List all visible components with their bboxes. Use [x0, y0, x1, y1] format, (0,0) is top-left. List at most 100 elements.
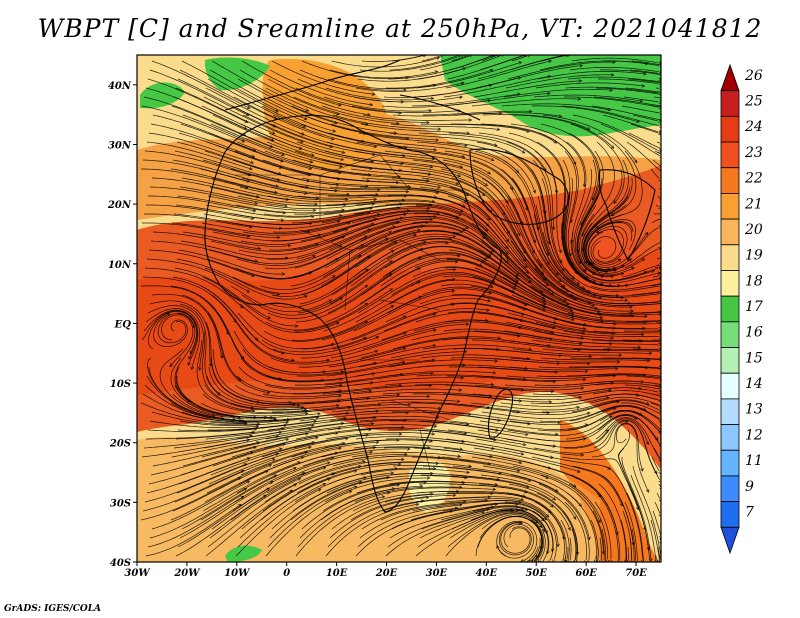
streamline-arrow [558, 249, 562, 254]
streamline [356, 229, 460, 260]
streamline [599, 69, 661, 75]
streamline [537, 71, 647, 80]
streamline [272, 336, 379, 355]
streamline [440, 168, 521, 236]
streamline [148, 195, 256, 212]
streamline [656, 492, 661, 499]
streamline-arrow [271, 458, 276, 462]
streamline-arrow [579, 63, 584, 68]
streamline-arrow [524, 432, 529, 437]
streamline [357, 507, 458, 548]
streamline-arrow [268, 464, 273, 468]
streamline-arrow [550, 389, 555, 394]
streamline [173, 96, 274, 142]
streamline [297, 260, 393, 314]
streamline [652, 159, 661, 167]
streamline [146, 141, 253, 170]
streamline [390, 230, 493, 255]
streamline-arrow [521, 312, 525, 316]
streamline [231, 220, 340, 229]
streamline-arrow [300, 405, 305, 410]
streamline-arrow [661, 91, 664, 94]
streamline [388, 55, 494, 80]
streamline [144, 150, 251, 176]
streamline-arrow [389, 260, 393, 264]
streamline-arrow [401, 457, 405, 462]
streamline [179, 420, 289, 426]
streamline-arrow [296, 404, 301, 408]
streamline [293, 203, 403, 215]
streamline [266, 141, 373, 170]
streamline-arrow [641, 258, 646, 262]
streamline [475, 204, 549, 286]
streamline-arrow [337, 426, 342, 431]
streamline [148, 132, 254, 164]
streamline [387, 429, 497, 441]
streamline-arrow [297, 477, 302, 481]
streamline [231, 105, 333, 148]
streamline [417, 509, 519, 548]
streamline [352, 388, 462, 395]
streamline [237, 78, 338, 124]
streamline [361, 177, 469, 196]
streamline-arrow [610, 145, 615, 149]
streamline-arrow [275, 452, 280, 456]
streamline-arrow [436, 212, 441, 216]
streamline [177, 195, 286, 214]
streamline [471, 456, 577, 488]
streamline [208, 249, 316, 265]
streamline [387, 288, 492, 314]
streamline-arrow [595, 229, 600, 234]
streamline [350, 494, 456, 521]
streamline [236, 245, 342, 266]
streamline-arrow [284, 204, 288, 208]
streamline [146, 457, 251, 494]
streamline-arrow [454, 506, 459, 510]
streamline [236, 141, 342, 174]
streamline [596, 374, 661, 378]
streamline-arrow [528, 347, 533, 352]
streamline-arrow [252, 208, 257, 213]
streamline [452, 112, 562, 117]
streamline [452, 231, 543, 293]
streamline [263, 207, 373, 217]
streamline [240, 357, 343, 383]
streamline [442, 275, 546, 308]
streamline [324, 477, 430, 503]
streamline-arrow [626, 560, 631, 562]
colorbar-swatch [720, 449, 740, 477]
streamline [628, 366, 661, 370]
streamline [147, 428, 257, 433]
streamline [567, 76, 661, 83]
streamline [358, 351, 467, 368]
streamline [571, 400, 659, 413]
streamline [569, 365, 659, 369]
streamline-arrow [220, 355, 224, 359]
streamline-arrow [322, 466, 327, 470]
streamline [171, 222, 280, 238]
streamline-arrow [390, 305, 395, 309]
streamline [532, 276, 634, 312]
streamline [412, 159, 509, 204]
streamline [264, 235, 368, 270]
streamline-arrow [573, 516, 577, 520]
streamline-arrow [643, 72, 647, 76]
streamline-arrow [432, 328, 437, 332]
streamline [450, 474, 556, 501]
streamline [323, 203, 433, 215]
streamline [542, 231, 619, 297]
streamline-arrow [334, 451, 339, 455]
streamline [411, 331, 520, 341]
streamline [329, 186, 439, 194]
streamline [151, 177, 260, 198]
streamline [416, 252, 518, 285]
streamline-arrow [451, 289, 456, 293]
streamline [181, 177, 289, 201]
streamline-arrow [326, 461, 331, 465]
streamline [330, 215, 437, 242]
streamline-arrow [554, 370, 559, 374]
streamline-arrow [558, 114, 563, 118]
streamline [564, 96, 660, 108]
streamline [234, 384, 342, 400]
